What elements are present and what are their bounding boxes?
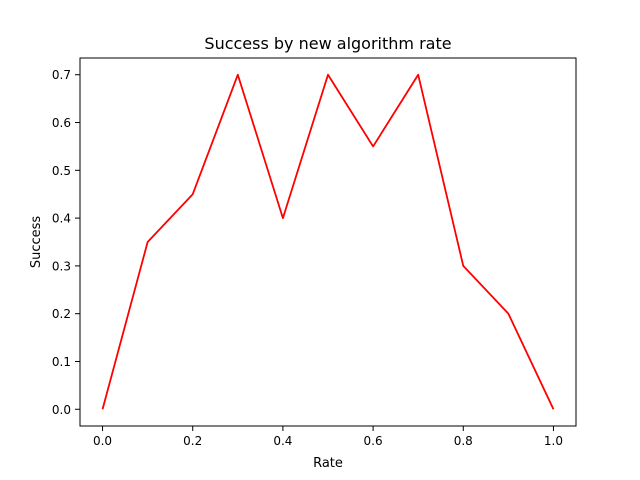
x-tick-label: 0.2 (183, 434, 202, 448)
chart-title: Success by new algorithm rate (204, 34, 451, 53)
y-tick-label: 0.7 (52, 68, 71, 82)
x-tick-label: 0.0 (93, 434, 112, 448)
y-tick-label: 0.5 (52, 164, 71, 178)
y-tick-label: 0.6 (52, 116, 71, 130)
series-line (101, 73, 555, 410)
x-tick-label: 0.6 (364, 434, 383, 448)
y-tick-label: 0.4 (52, 212, 71, 226)
y-tick-label: 0.2 (52, 307, 71, 321)
plot-series (101, 73, 555, 410)
x-axis-label: Rate (313, 456, 343, 471)
y-axis: 0.0 0.1 0.2 0.3 0.4 0.5 0.6 0.7 (52, 68, 80, 417)
y-tick-label: 0.0 (52, 403, 71, 417)
x-tick-label: 0.8 (454, 434, 473, 448)
y-tick-label: 0.1 (52, 355, 71, 369)
y-axis-label: Success (29, 216, 44, 269)
plot-frame (79, 57, 577, 427)
x-tick-label: 1.0 (544, 434, 563, 448)
x-axis: 0.0 0.2 0.4 0.6 0.8 1.0 (93, 426, 563, 448)
x-tick-label: 0.4 (273, 434, 292, 448)
y-tick-label: 0.3 (52, 259, 71, 273)
